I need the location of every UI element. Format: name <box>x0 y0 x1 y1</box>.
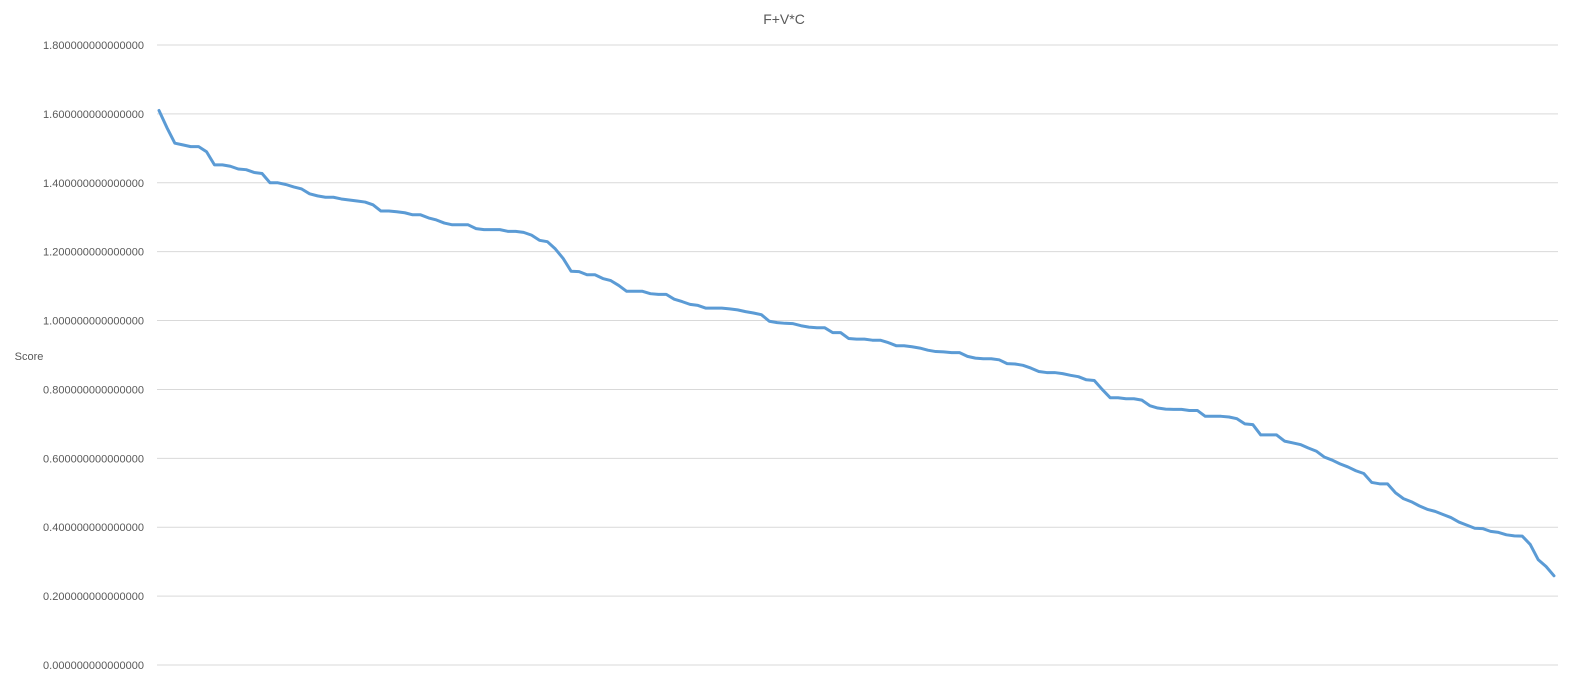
y-axis-tick-labels: 0.000000000000000 0.200000000000000 0.4000… <box>43 40 144 672</box>
y-tick-label: 0.400000000000000 <box>43 522 144 534</box>
y-tick-label: 0.000000000000000 <box>43 660 144 672</box>
y-tick-label: 1.600000000000000 <box>43 109 144 121</box>
y-tick-label: 1.200000000000000 <box>43 247 144 259</box>
y-tick-label: 1.800000000000000 <box>43 40 144 52</box>
y-tick-label: 0.800000000000000 <box>43 384 144 396</box>
gridlines <box>157 44 1558 666</box>
y-tick-label: 1.000000000000000 <box>43 316 144 328</box>
y-axis-title: Score <box>15 351 44 363</box>
chart-title: F+V*C <box>763 11 805 27</box>
series-line <box>157 108 1556 578</box>
series-layer <box>157 108 1556 578</box>
y-tick-label: 1.400000000000000 <box>43 178 144 190</box>
y-tick-label: 0.600000000000000 <box>43 453 144 465</box>
y-tick-label: 0.200000000000000 <box>43 591 144 603</box>
